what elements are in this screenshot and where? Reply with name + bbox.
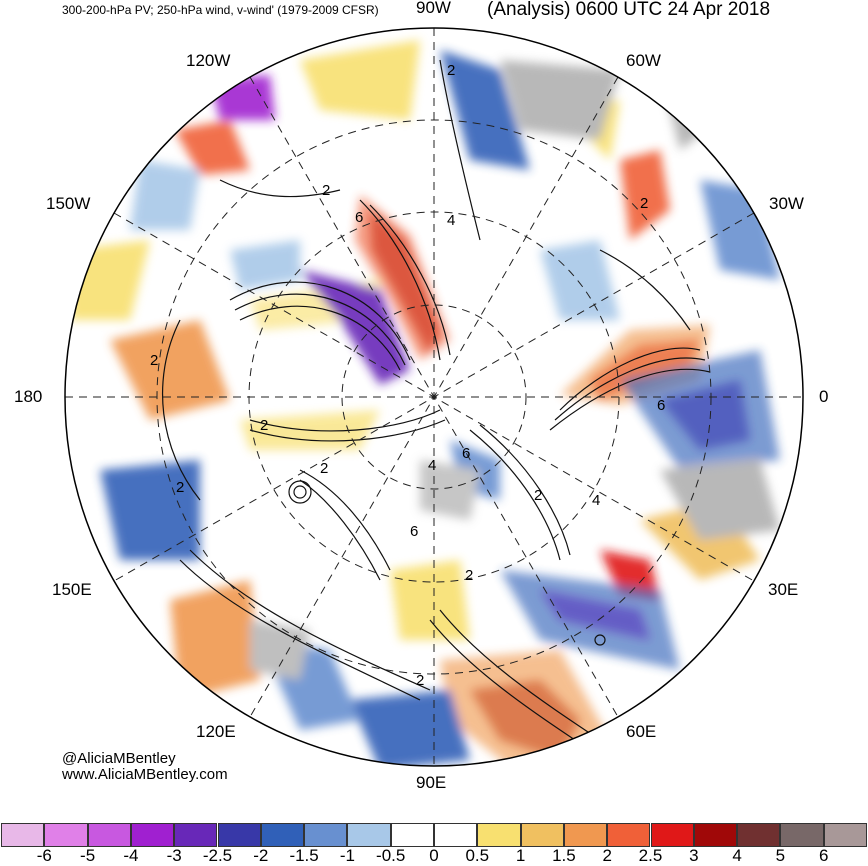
contour-label: 4 bbox=[447, 212, 455, 229]
colorbar-swatch bbox=[520, 823, 564, 847]
map-subtitle: 300-200-hPa PV; 250-hPa wind, v-wind' (1… bbox=[62, 3, 379, 17]
colorbar-swatch bbox=[304, 823, 348, 847]
colorbar-swatch bbox=[1, 823, 45, 847]
colorbar-swatch bbox=[130, 823, 175, 847]
colorbar-tick-label: 3 bbox=[689, 846, 699, 865]
lon-label-150w: 150W bbox=[46, 194, 91, 213]
lon-label-120e: 120E bbox=[196, 722, 236, 741]
colorbar-swatch bbox=[390, 823, 434, 847]
colorbar-tick-label: -6 bbox=[36, 846, 52, 865]
colorbar-tick-label: 6 bbox=[818, 846, 829, 865]
colorbar-tick-label: -5 bbox=[80, 846, 96, 865]
contour-label: 2 bbox=[176, 479, 184, 496]
colorbar-swatch bbox=[780, 823, 824, 847]
map-boundary bbox=[64, 27, 804, 767]
colorbar-tick-label: -3 bbox=[166, 846, 182, 865]
contour-label: 6 bbox=[410, 523, 418, 540]
contour-label: 2 bbox=[322, 182, 330, 199]
lon-label-30w: 30W bbox=[769, 194, 804, 213]
lon-label-180: 180 bbox=[14, 387, 43, 406]
colorbar-tick-label: 0.5 bbox=[465, 846, 490, 865]
contour-label: 2 bbox=[465, 567, 473, 584]
colorbar-tick-label: 2.5 bbox=[638, 846, 663, 865]
lon-label-90w: 90W bbox=[416, 0, 451, 17]
colorbar-tick-label: 2 bbox=[602, 846, 612, 865]
colorbar-swatch bbox=[823, 823, 867, 847]
contour-label: 6 bbox=[657, 397, 665, 414]
colorbar-swatch bbox=[477, 823, 521, 847]
colorbar-tick-label: -0.5 bbox=[376, 846, 406, 865]
contour-label: 2 bbox=[447, 62, 455, 79]
contour-label: 2 bbox=[640, 195, 648, 212]
colorbar-tick-label: -2.5 bbox=[202, 846, 233, 865]
colorbar-swatch bbox=[174, 823, 218, 847]
colorbar-tick-label: -1 bbox=[339, 846, 355, 865]
colorbar-tick-label: -1.5 bbox=[289, 846, 319, 865]
colorbar-tick-label: 4 bbox=[732, 846, 742, 865]
colorbar-tick-label: 0 bbox=[429, 846, 439, 865]
colorbar-swatch bbox=[693, 823, 738, 847]
lon-label-90e: 90E bbox=[416, 773, 447, 792]
colorbar-swatch bbox=[260, 823, 305, 847]
colorbar-swatch bbox=[217, 823, 261, 847]
colorbar-tick-label: 1.5 bbox=[552, 846, 576, 865]
credit-site: www.AliciaMBentley.com bbox=[62, 766, 228, 783]
colorbar-swatch bbox=[737, 823, 781, 847]
colorbar-swatch bbox=[650, 823, 694, 847]
lon-label-60e: 60E bbox=[626, 722, 657, 741]
map-grid bbox=[65, 28, 803, 766]
lon-label-150e: 150E bbox=[52, 580, 92, 599]
lon-label-120w: 120W bbox=[186, 51, 231, 70]
colorbar-tick-label: -4 bbox=[123, 846, 139, 865]
colorbar-tick-label: 1 bbox=[515, 846, 526, 865]
colorbar-tick-label: 5 bbox=[775, 846, 786, 865]
colorbar-swatch bbox=[607, 823, 651, 847]
pv-contours bbox=[161, 59, 711, 751]
colorbar-swatch bbox=[434, 823, 478, 847]
colorbar-swatch bbox=[347, 823, 391, 847]
colorbar-swatch bbox=[563, 823, 608, 847]
contour-label: 2 bbox=[260, 417, 268, 434]
contour-label: 2 bbox=[416, 672, 424, 689]
contour-label: 2 bbox=[534, 487, 542, 504]
colorbar-swatch bbox=[87, 823, 131, 847]
contour-label: 2 bbox=[320, 460, 328, 477]
contour-label: 6 bbox=[462, 445, 470, 462]
lon-label-0: 0 bbox=[819, 387, 829, 406]
contour-label: 2 bbox=[150, 352, 158, 369]
contour-label: 6 bbox=[355, 209, 363, 226]
anomaly-fill bbox=[65, 28, 803, 766]
lon-label-30e: 30E bbox=[768, 580, 799, 599]
colorbar-tick-label: -2 bbox=[253, 846, 269, 865]
credit-handle: @AliciaMBentley bbox=[62, 750, 176, 767]
lon-label-60w: 60W bbox=[626, 51, 661, 70]
colorbar-swatch bbox=[44, 823, 88, 847]
contour-label: 4 bbox=[428, 457, 436, 474]
contour-label: 4 bbox=[592, 492, 600, 509]
contour-label-layer: 2 2 6 4 2 2 6 4 6 2 4 6 2 2 2 2 2 bbox=[150, 62, 665, 689]
map-title: (Analysis) 0600 UTC 24 Apr 2018 bbox=[487, 0, 771, 20]
